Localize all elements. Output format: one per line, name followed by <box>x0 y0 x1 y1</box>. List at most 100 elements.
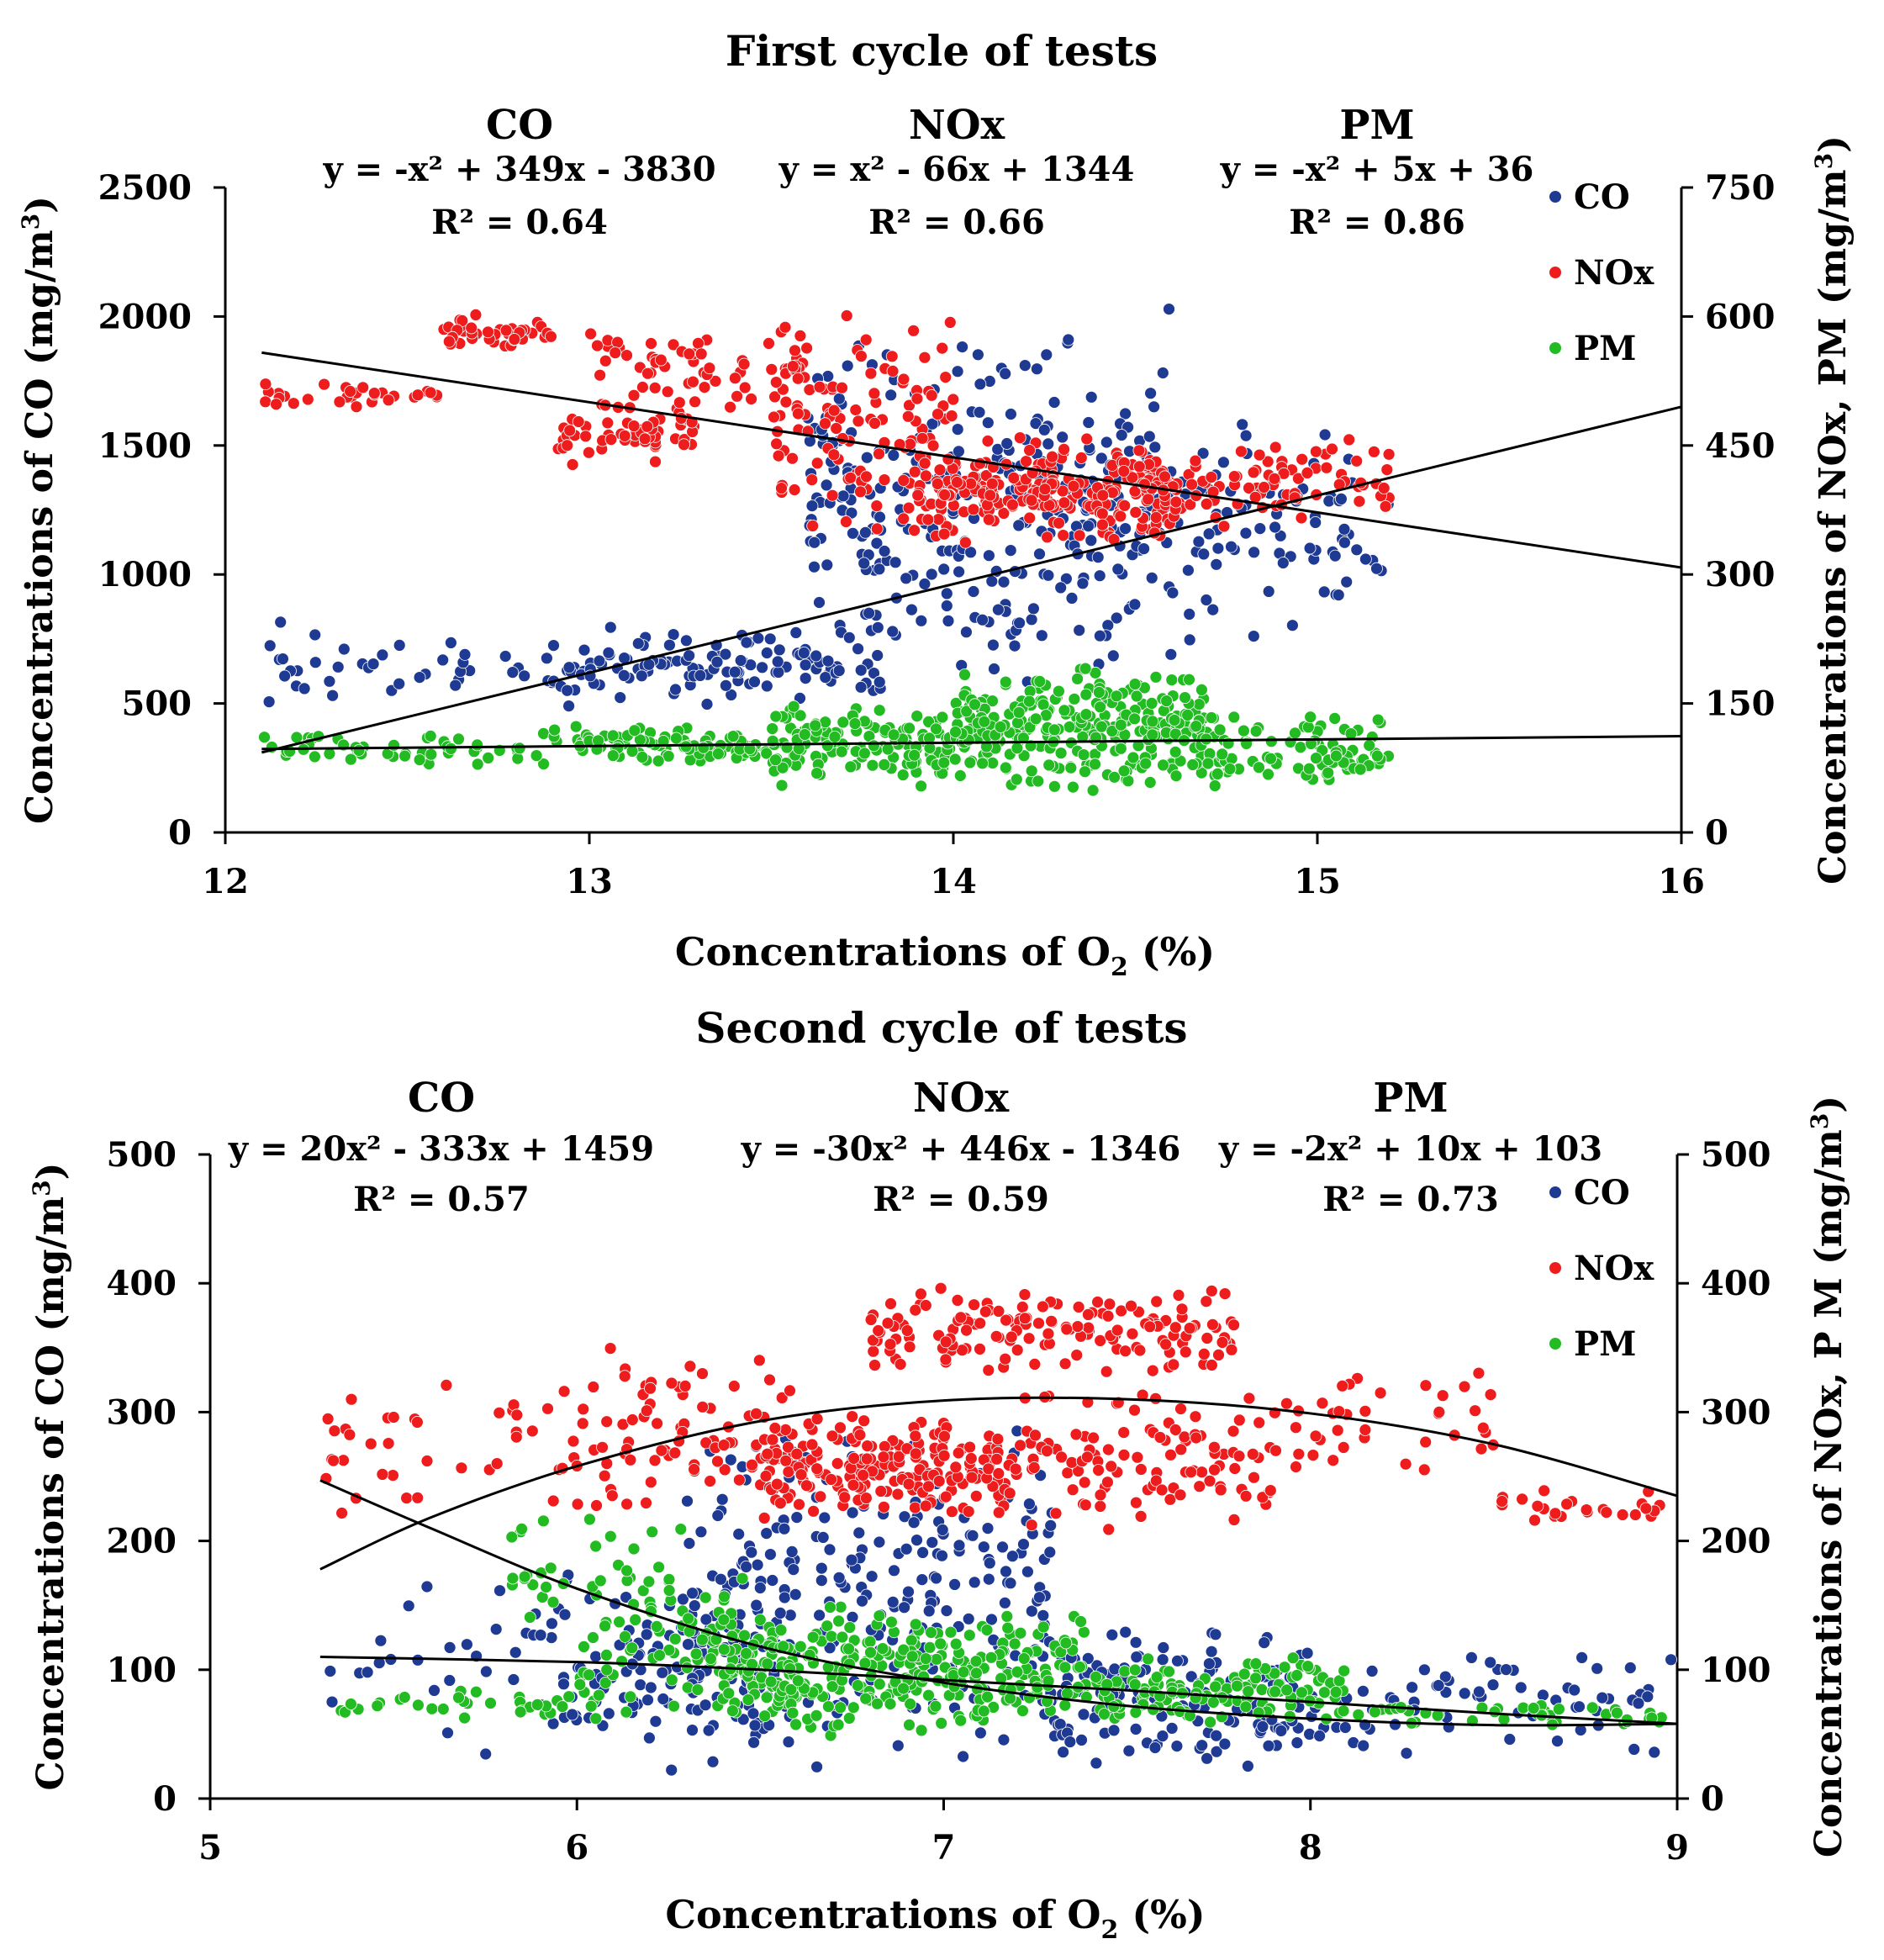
data-point-co <box>1236 418 1249 431</box>
data-point-nox <box>761 1447 774 1461</box>
data-point-co <box>873 1535 886 1549</box>
data-point-co <box>760 647 773 659</box>
data-point-nox <box>640 1404 653 1418</box>
data-point-co <box>960 626 973 639</box>
data-point-nox <box>752 1354 766 1367</box>
data-point-pm <box>718 1590 731 1603</box>
data-point-nox <box>566 458 579 471</box>
legend-marker-nox <box>1549 1262 1561 1274</box>
data-point-co <box>694 669 707 682</box>
legend-marker-pm <box>1549 342 1561 354</box>
data-point-pm <box>863 1635 877 1648</box>
data-point-pm <box>589 1540 602 1553</box>
data-point-nox <box>1018 1288 1032 1301</box>
data-point-nox <box>884 1338 897 1351</box>
data-point-nox <box>768 1422 782 1434</box>
data-point-pm <box>604 1529 617 1543</box>
legend-marker-pm <box>1549 1338 1561 1350</box>
data-point-pm <box>344 753 357 766</box>
data-point-co <box>1195 1739 1209 1752</box>
data-point-co <box>846 1610 859 1624</box>
data-point-nox <box>579 430 592 443</box>
data-point-nox <box>1102 1523 1116 1536</box>
data-point-pm <box>1011 1666 1024 1678</box>
data-point-co <box>562 700 575 712</box>
data-point-pm <box>1294 741 1307 754</box>
chart-title: First cycle of tests <box>726 26 1158 76</box>
data-point-nox <box>724 400 736 414</box>
data-point-nox <box>772 449 785 462</box>
data-point-nox <box>1065 1455 1079 1469</box>
data-point-pm <box>1223 763 1237 775</box>
data-point-co <box>1486 1678 1500 1692</box>
data-point-nox <box>934 1281 947 1295</box>
data-point-pm <box>436 1703 450 1715</box>
data-point-co <box>856 1594 868 1608</box>
x-tick-label: 13 <box>566 862 613 901</box>
data-point-co <box>889 556 902 569</box>
data-point-nox <box>874 1485 888 1498</box>
data-point-pm <box>371 1699 384 1713</box>
data-point-co <box>936 1549 948 1562</box>
data-point-pm <box>1146 728 1159 742</box>
data-point-nox <box>1382 447 1396 461</box>
data-point-pm <box>544 1561 557 1575</box>
data-point-nox <box>854 485 867 499</box>
data-point-pm <box>876 1642 889 1655</box>
data-point-pm <box>652 754 665 768</box>
data-point-co <box>1200 594 1213 606</box>
data-point-nox <box>954 1311 968 1324</box>
data-point-nox <box>846 1410 859 1423</box>
data-point-co <box>1063 1735 1077 1749</box>
data-point-pm <box>1037 698 1050 711</box>
data-point-pm <box>858 747 871 760</box>
data-point-pm <box>1205 711 1218 724</box>
data-point-pm <box>881 742 895 756</box>
data-point-nox <box>827 404 841 417</box>
data-point-co <box>1000 1565 1012 1578</box>
data-point-nox <box>1138 478 1151 491</box>
data-point-co <box>1044 1519 1058 1532</box>
data-point-co <box>1143 430 1156 443</box>
data-point-co <box>1357 1684 1369 1698</box>
data-point-nox <box>490 1457 504 1470</box>
data-point-nox <box>1616 1508 1629 1521</box>
data-point-co <box>967 585 980 598</box>
data-point-nox <box>1184 498 1197 511</box>
y-right-tick-label: 750 <box>1705 168 1776 208</box>
data-point-nox <box>1227 1424 1240 1438</box>
data-point-nox <box>1174 1443 1188 1456</box>
annotation-r2: R² = 0.86 <box>1289 203 1465 242</box>
data-point-nox <box>605 1489 619 1503</box>
equation-annotation-pm: PMy = -x² + 5x + 36 R² = 0.86 <box>1220 102 1534 242</box>
data-point-co <box>402 1599 415 1613</box>
data-point-co <box>953 445 965 458</box>
data-point-co <box>846 1506 859 1519</box>
data-point-nox <box>989 1329 1003 1343</box>
data-point-pm <box>1330 749 1343 763</box>
data-point-co <box>443 1674 456 1687</box>
data-point-nox <box>259 378 272 391</box>
data-point-co <box>506 666 520 679</box>
data-point-nox <box>1131 1450 1144 1464</box>
data-point-co <box>981 416 995 430</box>
data-point-co <box>1313 1730 1326 1742</box>
data-point-co <box>854 680 868 694</box>
data-point-nox <box>894 1358 907 1371</box>
data-point-co <box>688 1599 701 1612</box>
data-point-co <box>766 1574 779 1587</box>
data-point-pm <box>741 1693 755 1706</box>
data-point-co <box>740 636 753 649</box>
data-point-co <box>1005 408 1017 420</box>
data-point-co <box>1119 1625 1132 1639</box>
data-point-co <box>728 665 741 679</box>
data-point-co <box>499 650 512 663</box>
data-point-co <box>1166 586 1179 600</box>
data-point-nox <box>731 389 743 403</box>
data-point-nox <box>1247 466 1260 479</box>
x-axis-label-text: Concentrations of O <box>675 929 1111 975</box>
data-point-co <box>507 1673 520 1686</box>
data-point-pm <box>413 753 426 766</box>
data-point-co <box>956 341 968 354</box>
